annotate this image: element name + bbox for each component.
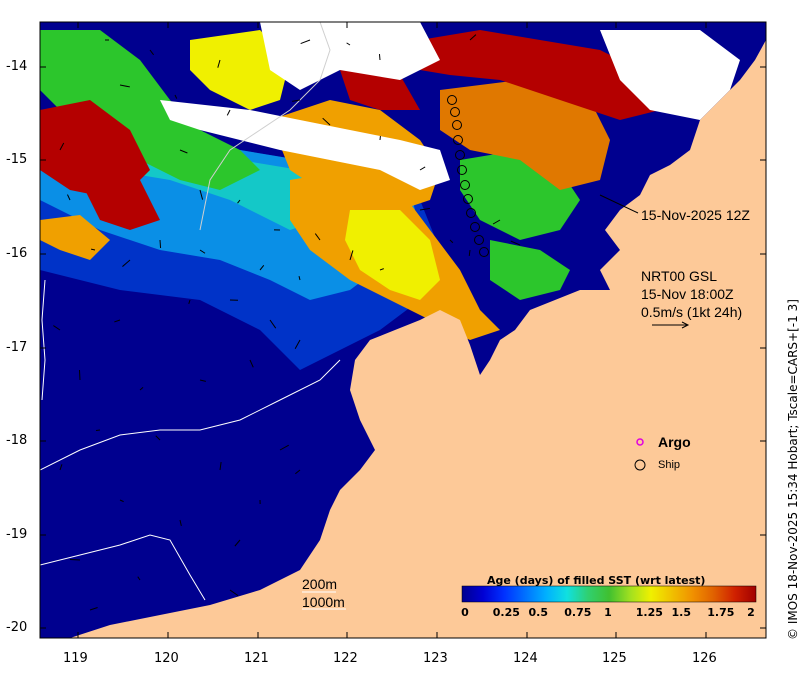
lon-tick-label: 123 — [423, 651, 448, 666]
lat-tick-label: -19 — [6, 527, 27, 542]
current-vector — [79, 370, 80, 380]
colorbar-tick-label: 0 — [457, 606, 473, 619]
lon-tick-label: 119 — [63, 651, 88, 666]
colorbar-tick-label: 1.25 — [636, 606, 652, 619]
lat-tick-label: -15 — [6, 152, 27, 167]
colorbar-tick-label: 1.5 — [672, 606, 688, 619]
lat-tick-label: -16 — [6, 246, 27, 261]
colorbar-box — [462, 586, 756, 602]
colorbar-tick-label: 1 — [600, 606, 616, 619]
lon-tick-label: 120 — [154, 651, 179, 666]
lon-tick-label: 124 — [513, 651, 538, 666]
argo-legend-label: Argo — [658, 434, 691, 450]
vector-scale-label: 0.5m/s (1kt 24h) — [641, 304, 742, 320]
lat-tick-label: -20 — [6, 620, 27, 635]
colorbar-tick-label: 1.75 — [707, 606, 723, 619]
lon-tick-label: 126 — [692, 651, 717, 666]
lon-tick-label: 121 — [244, 651, 269, 666]
product-label: NRT00 GSL — [641, 268, 717, 284]
lat-tick-label: -17 — [6, 340, 27, 355]
colorbar-title: Age (days) of filled SST (wrt latest) — [487, 574, 705, 587]
lat-tick-label: -18 — [6, 433, 27, 448]
lon-tick-label: 122 — [333, 651, 358, 666]
current-vector — [70, 559, 80, 560]
colorbar-tick-label: 0.25 — [493, 606, 509, 619]
current-vector — [379, 54, 380, 60]
lat-tick-label: -14 — [6, 59, 27, 74]
credit-text: © IMOS 18-Nov-2025 15:34 Hobart; Tscale=… — [786, 299, 800, 640]
colorbar-tick-label: 0.5 — [529, 606, 545, 619]
lon-tick-label: 125 — [602, 651, 627, 666]
current-vector — [96, 430, 100, 431]
colorbar-tick-label: 2 — [743, 606, 759, 619]
colorbar-tick-label: 0.75 — [564, 606, 580, 619]
track-time-label: 15-Nov-2025 12Z — [641, 207, 750, 223]
product-time-label: 15-Nov 18:00Z — [641, 286, 734, 302]
isobath-200m-label: 200m — [302, 576, 337, 592]
ship-legend-label: Ship — [658, 459, 680, 471]
isobath-1000m-label: 1000m — [302, 594, 345, 610]
current-vector — [160, 240, 161, 248]
